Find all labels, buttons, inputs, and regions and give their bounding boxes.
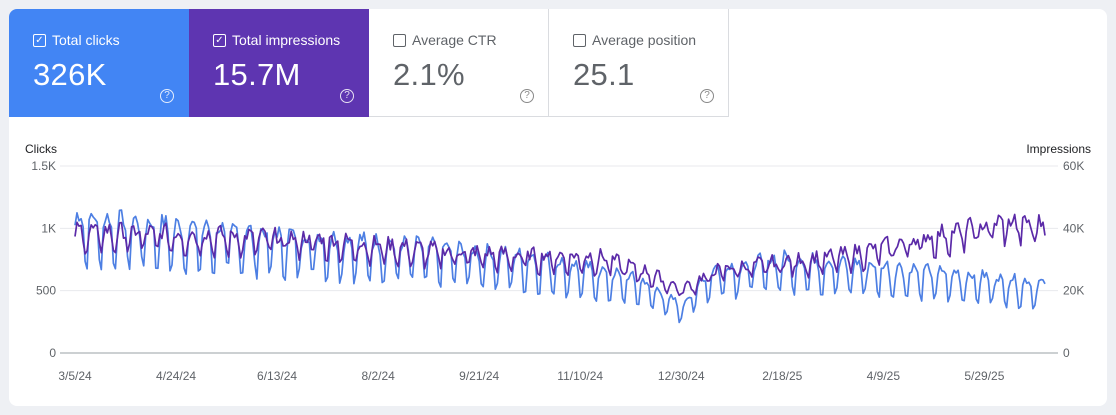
right-axis-title: Impressions [1026, 142, 1091, 156]
right-tick-label: 0 [1063, 346, 1070, 360]
average-ctr-value: 2.1% [393, 57, 465, 92]
x-tick-label: 5/29/25 [964, 369, 1004, 383]
left-tick-label: 1K [41, 221, 56, 235]
total-clicks-card[interactable]: ✓ Total clicks 326K ? [9, 9, 189, 117]
total-clicks-checkbox[interactable]: ✓ [33, 34, 46, 47]
total-impressions-card[interactable]: ✓ Total impressions 15.7M ? [189, 9, 369, 117]
average-ctr-checkbox[interactable] [393, 34, 406, 47]
x-tick-label: 6/13/24 [257, 369, 297, 383]
performance-panel: ✓ Total clicks 326K ? ✓ Total impression… [9, 9, 1107, 406]
right-tick-label: 60K [1063, 159, 1084, 173]
x-tick-label: 2/18/25 [762, 369, 802, 383]
x-tick-label: 11/10/24 [557, 369, 603, 383]
total-impressions-checkbox[interactable]: ✓ [213, 34, 226, 47]
total-impressions-value: 15.7M [213, 57, 301, 92]
left-tick-label: 0 [49, 346, 56, 360]
help-icon[interactable]: ? [520, 89, 534, 103]
x-tick-label: 4/24/24 [156, 369, 196, 383]
x-tick-label: 12/30/24 [658, 369, 705, 383]
right-tick-label: 20K [1063, 284, 1084, 298]
impressions-series-line [74, 213, 1046, 297]
average-position-card[interactable]: Average position 25.1 ? [549, 9, 729, 117]
average-position-checkbox[interactable] [573, 34, 586, 47]
left-axis-title: Clicks [25, 142, 57, 156]
x-tick-label: 4/9/25 [867, 369, 901, 383]
metric-cards: ✓ Total clicks 326K ? ✓ Total impression… [9, 9, 729, 117]
help-icon[interactable]: ? [700, 89, 714, 103]
total-impressions-label: Total impressions [232, 32, 341, 48]
average-position-label: Average position [592, 32, 697, 48]
clicks-series-line [74, 209, 1046, 324]
x-tick-label: 9/21/24 [459, 369, 499, 383]
x-tick-label: 8/2/24 [361, 369, 395, 383]
help-icon[interactable]: ? [160, 89, 174, 103]
right-tick-label: 40K [1063, 221, 1084, 235]
help-icon[interactable]: ? [340, 89, 354, 103]
x-tick-label: 3/5/24 [58, 369, 92, 383]
left-tick-label: 1.5K [31, 159, 56, 173]
average-ctr-card[interactable]: Average CTR 2.1% ? [369, 9, 549, 117]
left-tick-label: 500 [36, 284, 56, 298]
total-clicks-label: Total clicks [52, 32, 120, 48]
average-position-value: 25.1 [573, 57, 635, 92]
average-ctr-label: Average CTR [412, 32, 497, 48]
total-clicks-value: 326K [33, 57, 107, 92]
